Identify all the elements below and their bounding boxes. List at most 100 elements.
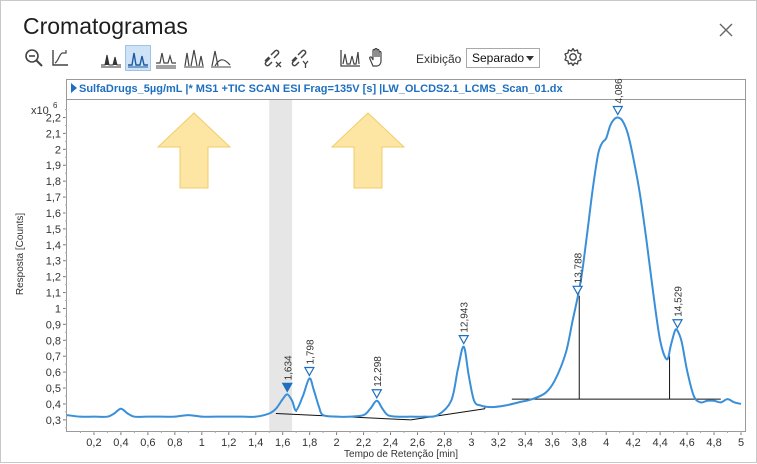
y-tick-label: 2: [55, 144, 61, 156]
peak-label: 1,798: [305, 339, 316, 364]
x-tick-label: 4,4: [652, 437, 667, 449]
annotation-arrow: [330, 112, 406, 189]
y-tick-label: 0,8: [46, 335, 61, 347]
link-x-icon: [264, 49, 282, 68]
annotation-arrow: [156, 112, 232, 189]
x-tick-label: 2,8: [437, 437, 452, 449]
x-tick-label: 2: [334, 437, 340, 449]
peaks-normalize-icon: [211, 50, 231, 68]
peaks-stack-icon: [184, 49, 204, 68]
x-tick-label: 5: [738, 437, 744, 449]
y-exponent-power: 6: [53, 101, 58, 110]
peaks-separate-icon: [128, 52, 148, 68]
y-tick-label: 1: [55, 303, 61, 315]
y-tick-label: 0,5: [46, 383, 61, 395]
y-tick-label: 0,9: [46, 319, 61, 331]
y-tick-label: 0,7: [46, 351, 61, 363]
display-label: Exibição: [416, 52, 462, 66]
stack-button[interactable]: [181, 45, 207, 71]
x-tick-label: 2,4: [383, 437, 398, 449]
y-tick-label: 0,6: [46, 367, 61, 379]
x-tick-label: 4,2: [626, 437, 641, 449]
peak-label: 4,086: [614, 78, 625, 103]
y-tick-label: 0,4: [46, 399, 61, 411]
y-tick-label: 1,1: [46, 288, 61, 300]
x-tick-label: 3,2: [491, 437, 506, 449]
display-mode-value: Separado: [472, 51, 525, 65]
x-tick-label: 0,6: [140, 437, 155, 449]
normalize-button[interactable]: [208, 45, 234, 71]
separate-button[interactable]: [125, 45, 151, 71]
integration-range-band: [269, 100, 293, 431]
y-tick-label: 0,3: [46, 415, 61, 427]
trace-header[interactable]: SulfaDrugs_5µg/mL |* MS1 +TIC SCAN ESI F…: [67, 80, 745, 100]
trace-label: SulfaDrugs_5µg/mL |* MS1 +TIC SCAN ESI F…: [79, 83, 563, 95]
link-y-button[interactable]: [286, 45, 312, 71]
peaks-integrate-icon: [156, 52, 176, 69]
gear-icon: [564, 47, 582, 67]
peak-marker: [671, 319, 684, 329]
autoscale-icon: [52, 50, 68, 66]
manual-integration-button[interactable]: [337, 45, 363, 71]
x-tick-label: 0,4: [113, 437, 128, 449]
hand-tool-button[interactable]: [364, 45, 390, 71]
chromatogram-trace: [66, 116, 742, 418]
x-tick-label: 1,8: [302, 437, 317, 449]
close-icon[interactable]: [717, 21, 735, 39]
y-tick-label: 2,2: [46, 113, 61, 125]
x-tick-label: 4,6: [679, 437, 694, 449]
zoom-out-button[interactable]: [21, 45, 47, 71]
x-tick-label: 1,6: [275, 437, 290, 449]
y-tick-label: 1,6: [46, 208, 61, 220]
peaks-overlay-icon: [101, 54, 121, 68]
y-tick-label: 2,1: [46, 128, 61, 140]
y-tick-label: 1,8: [46, 176, 61, 188]
zoom-out-icon: [25, 49, 43, 67]
x-tick-label: 4: [603, 437, 609, 449]
peak-label: 14,529: [674, 286, 685, 317]
x-tick-label: 2,2: [356, 437, 371, 449]
hand-icon: [369, 47, 382, 67]
y-exponent-label: x10: [31, 105, 49, 117]
manual-integration-icon: [340, 50, 360, 67]
x-tick-label: 1: [199, 437, 205, 449]
y-tick-label: 1,2: [46, 272, 61, 284]
chevron-down-icon: [526, 56, 534, 61]
x-tick-label: 3: [468, 437, 474, 449]
x-tick-label: 0,8: [167, 437, 182, 449]
y-axis-label: Resposta [Counts]: [15, 213, 26, 295]
integration-baseline: [410, 408, 485, 421]
x-tick-label: 1,2: [221, 437, 236, 449]
y-tick-label: 1,5: [46, 224, 61, 236]
peak-marker: [458, 335, 470, 345]
autoscale-button[interactable]: [47, 45, 73, 71]
peak-marker: [281, 382, 293, 393]
peak-marker: [572, 285, 584, 296]
display-mode-select[interactable]: Separado: [466, 48, 540, 68]
x-tick-label: 3,6: [545, 437, 560, 449]
y-tick-label: 1,3: [46, 256, 61, 268]
integrate-button[interactable]: [153, 45, 179, 71]
expand-triangle-icon: [71, 83, 77, 93]
y-tick-label: 1,4: [46, 240, 61, 252]
x-tick-label: 3,8: [572, 437, 587, 449]
x-tick-label: 3,4: [518, 437, 533, 449]
peak-marker: [612, 105, 624, 116]
peak-label: 13,788: [574, 252, 585, 283]
x-tick-label: 2,6: [410, 437, 425, 449]
y-tick-label: 1,9: [46, 160, 61, 172]
link-x-button[interactable]: [259, 45, 285, 71]
plot-area[interactable]: [66, 79, 746, 432]
link-y-icon: [291, 49, 309, 68]
x-tick-label: 0,2: [86, 437, 101, 449]
x-axis-label: Tempo de Retenção [min]: [344, 449, 458, 460]
window-title: Cromatogramas: [23, 13, 188, 39]
overlay-button[interactable]: [98, 45, 124, 71]
settings-button[interactable]: [562, 46, 584, 73]
peak-label: 1,634: [283, 355, 294, 380]
peak-label: 12,298: [373, 356, 384, 387]
peak-marker: [303, 366, 315, 377]
x-tick-label: 4,8: [706, 437, 721, 449]
